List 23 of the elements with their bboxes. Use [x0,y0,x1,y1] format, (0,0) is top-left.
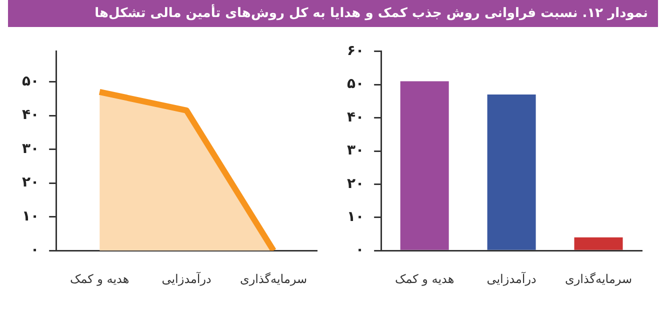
y-tick-label: ۰ [356,242,364,258]
x-tick-label: درآمدزایی [162,270,212,286]
bar [574,237,623,250]
x-tick-label: هدیه و کمک [394,272,454,286]
y-tick-label: ۰ [30,242,40,258]
y-tick-label: ۱۰ [22,208,40,224]
bar [400,81,449,250]
y-tick-label: ۵۰ [346,76,364,92]
y-tick-label: ۱۰ [346,209,364,226]
x-tick-label: سرمایه‌گذاری [564,272,632,286]
y-tick-label: ۴۰ [346,109,364,126]
x-tick-label: سرمایه‌گذاری [240,272,308,286]
y-tick-label: ۶۰ [346,43,364,60]
x-tick-label: درآمدزایی [486,270,536,286]
x-tick-label: هدیه و کمک [70,272,130,286]
y-tick-label: ۲۰ [22,174,40,191]
y-tick-label: ۳۰ [22,140,40,157]
y-tick-label: ۲۰ [346,176,364,192]
y-tick-label: ۳۰ [346,142,364,159]
y-tick-label: ۵۰ [22,73,40,90]
y-tick-label: ۴۰ [22,107,40,124]
text: نمودار ۱۲. نسبت فراوانی روش جذب کمک و هدایا به کل روش‌های تأمین مالی تشکل‌ها [8,0,658,27]
bar [487,94,536,250]
